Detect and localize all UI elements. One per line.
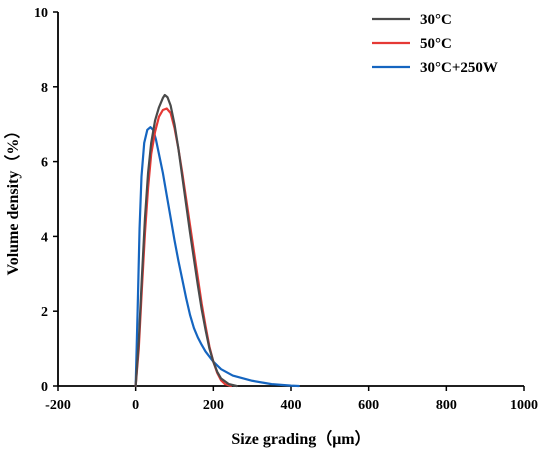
x-tick-label: 800 xyxy=(436,398,457,413)
y-tick-label: 6 xyxy=(41,156,48,171)
series-line-0 xyxy=(134,93,238,388)
ticks: -200 0 200 400 600 800 1000 0 2 4 6 8 10 xyxy=(34,6,538,413)
legend-label-2: 30°C+250W xyxy=(420,60,498,76)
legend-label-0: 30°C xyxy=(420,12,452,28)
x-tick-label: -200 xyxy=(45,398,71,413)
legend-label-1: 50°C xyxy=(420,36,452,52)
y-tick-label: 0 xyxy=(41,380,48,395)
series-line-2 xyxy=(134,126,300,388)
x-axis-title: Size grading（μm） xyxy=(231,430,370,448)
x-tick-label: 200 xyxy=(203,398,224,413)
x-tick-label: 600 xyxy=(358,398,379,413)
y-tick-label: 8 xyxy=(41,81,48,96)
series-lines xyxy=(134,93,300,388)
y-tick-label: 4 xyxy=(41,230,48,245)
x-tick-label: 1000 xyxy=(510,398,538,413)
y-tick-label: 10 xyxy=(34,6,48,21)
x-tick-label: 0 xyxy=(132,398,139,413)
y-tick-label: 2 xyxy=(41,305,48,320)
legend: 30°C 50°C 30°C+250W xyxy=(372,12,498,76)
x-tick-label: 400 xyxy=(281,398,302,413)
y-axis-title: Volume density（%） xyxy=(4,123,22,276)
